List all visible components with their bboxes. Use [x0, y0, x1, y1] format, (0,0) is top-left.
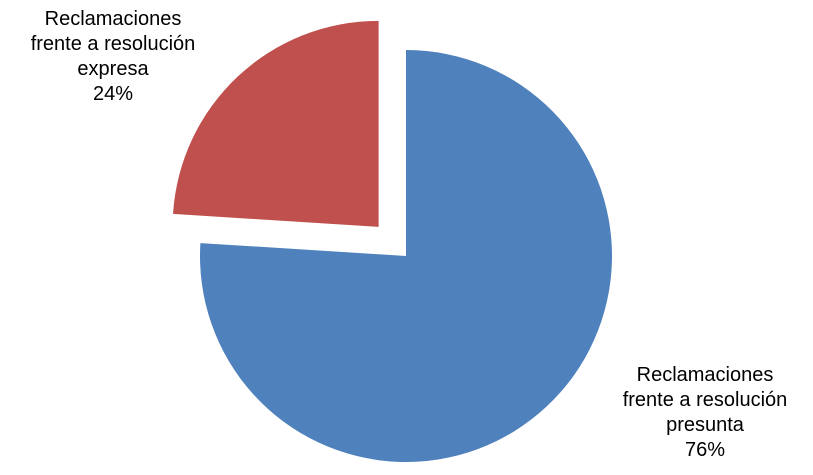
- slice-label-expresa: Reclamaciones frente a resolución expres…: [0, 7, 228, 107]
- slice-label-line: frente a resolución: [622, 389, 788, 411]
- slice-percent: 24%: [92, 83, 134, 105]
- pie-slice-0: [199, 50, 613, 462]
- pie-slice-1: [173, 20, 379, 227]
- slice-label-line: presunta: [666, 414, 744, 436]
- slice-label-line: frente a resolución: [30, 33, 196, 55]
- slice-label-presunta: Reclamaciones frente a resolución presun…: [590, 363, 813, 463]
- slice-label-line: expresa: [77, 58, 149, 80]
- slice-label-line: Reclamaciones: [44, 8, 182, 30]
- slice-percent: 76%: [684, 439, 726, 461]
- slice-label-line: Reclamaciones: [636, 364, 774, 386]
